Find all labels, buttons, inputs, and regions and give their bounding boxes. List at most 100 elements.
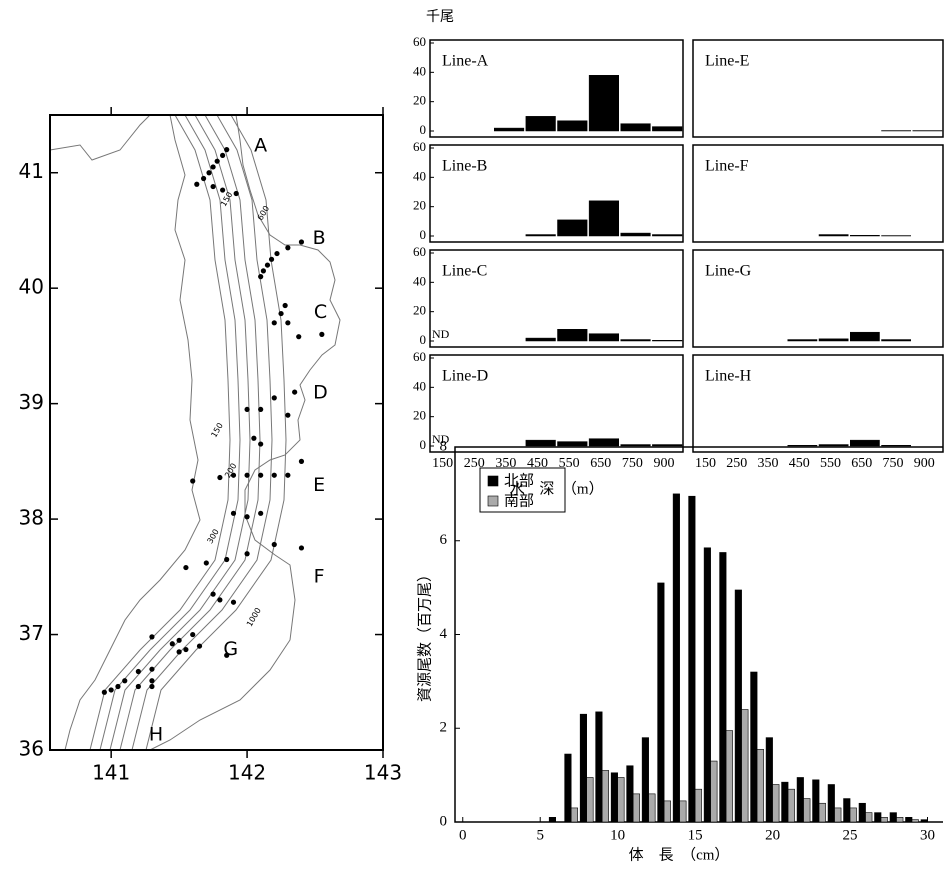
- x-tick-label: 142: [228, 761, 266, 785]
- contour: [109, 114, 251, 751]
- station: [292, 389, 298, 395]
- station: [319, 331, 325, 337]
- bar: [818, 338, 849, 342]
- panel-title: Line-D: [442, 368, 488, 385]
- station: [224, 652, 230, 658]
- panel-frame: [692, 39, 944, 138]
- y-tick-label: 20: [413, 198, 426, 213]
- bar: [626, 765, 634, 823]
- station: [176, 649, 182, 655]
- bar: [874, 812, 882, 823]
- bar: [905, 817, 913, 823]
- map-frame: [49, 114, 384, 751]
- line-label: B: [313, 227, 326, 249]
- x-tick-label: 141: [92, 761, 130, 785]
- bar: [620, 123, 651, 132]
- station: [194, 181, 200, 187]
- bar: [734, 589, 742, 823]
- panel-frame: [692, 144, 944, 243]
- bar: [920, 819, 928, 823]
- station: [220, 187, 226, 193]
- station: [190, 478, 196, 484]
- station: [298, 458, 305, 464]
- x-tick-label: 750: [622, 456, 643, 471]
- line-label: G: [223, 638, 238, 660]
- panel-title: Line-F: [705, 158, 749, 175]
- bar: [652, 126, 683, 132]
- legend-label: 南部: [504, 492, 534, 509]
- station: [260, 268, 266, 274]
- bar: [525, 234, 556, 237]
- line-label: E: [313, 474, 325, 496]
- station: [217, 474, 223, 481]
- station: [282, 302, 288, 309]
- legend-swatch: [487, 495, 499, 507]
- bar: [557, 219, 588, 237]
- bar: [781, 781, 789, 823]
- bar: [880, 817, 888, 823]
- bar: [564, 753, 572, 823]
- contour-label: 600: [256, 204, 271, 222]
- coastline: [49, 114, 151, 161]
- bar: [843, 798, 851, 823]
- panel-title: Line-A: [442, 53, 489, 70]
- bar: [557, 441, 588, 447]
- panel-frame: [429, 249, 684, 348]
- x-tick-label: 550: [820, 456, 841, 471]
- y-tick-label: 60: [413, 34, 426, 49]
- bar: [694, 788, 702, 823]
- y-tick-label: 0: [420, 437, 427, 452]
- station: [258, 472, 264, 478]
- bar: [796, 777, 804, 823]
- coastline: [64, 114, 201, 751]
- bar: [679, 800, 687, 823]
- bar: [858, 802, 866, 823]
- legend-swatch: [487, 475, 499, 487]
- station: [251, 435, 257, 441]
- bar: [525, 337, 556, 342]
- line-label: C: [314, 301, 327, 323]
- line-label: D: [313, 382, 328, 404]
- bar: [610, 772, 618, 823]
- station: [224, 556, 230, 563]
- bar: [765, 737, 773, 823]
- bar: [818, 444, 849, 447]
- legend-label: 北部: [504, 472, 534, 489]
- bar: [663, 800, 671, 823]
- station: [230, 510, 237, 516]
- y-tick-label: 36: [19, 737, 44, 761]
- bar: [850, 439, 880, 447]
- bar: [641, 737, 649, 823]
- station: [210, 183, 216, 190]
- contour: [119, 114, 261, 751]
- station: [258, 274, 264, 280]
- x-tick-label: 650: [590, 456, 611, 471]
- x-tick-label: 900: [654, 456, 675, 471]
- station: [285, 320, 291, 326]
- bar: [881, 445, 911, 447]
- station: [244, 551, 250, 557]
- bar: [595, 711, 603, 823]
- bar: [896, 817, 904, 823]
- station: [244, 514, 250, 520]
- station: [149, 678, 155, 684]
- station: [190, 631, 196, 638]
- y-tick-label: 40: [413, 168, 426, 183]
- station: [196, 643, 203, 649]
- bar: [620, 339, 651, 342]
- bar: [570, 807, 578, 823]
- station: [169, 641, 175, 647]
- bar: [657, 582, 665, 823]
- station: [203, 560, 209, 566]
- bar: [652, 340, 683, 342]
- station: [258, 441, 264, 447]
- station: [298, 545, 305, 551]
- legend-frame: [479, 467, 566, 513]
- station: [183, 564, 189, 571]
- bar: [688, 495, 696, 823]
- y-tick-label: 39: [19, 390, 44, 414]
- bar: [557, 329, 588, 342]
- y-tick-label: 0: [440, 813, 448, 829]
- bar: [834, 807, 842, 823]
- y-tick-label: 4: [440, 626, 448, 642]
